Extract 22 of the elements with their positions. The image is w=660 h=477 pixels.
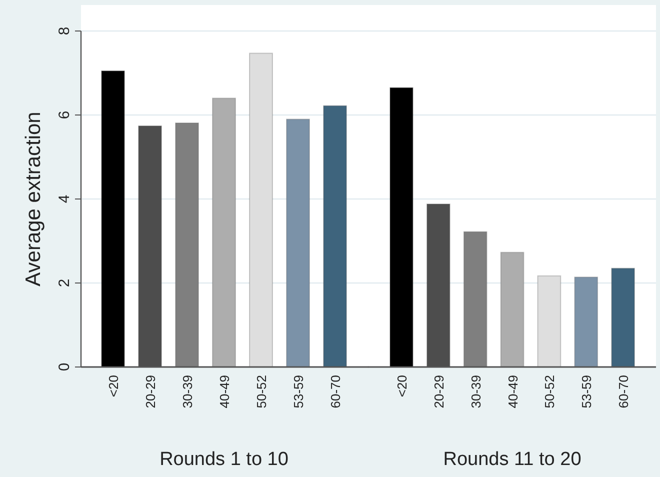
x-tick-label: 50-52: [542, 375, 558, 408]
x-tick-label: 20-29: [431, 375, 446, 408]
x-tick-label: 20-29: [143, 375, 158, 408]
x-tick-label: 60-70: [328, 375, 343, 408]
x-tick-label: 60-70: [616, 375, 632, 408]
x-axis-title: Rounds 11 to 20: [443, 449, 582, 470]
x-tick-label: <20: [106, 375, 121, 398]
y-tick-label: 4: [56, 194, 73, 204]
x-tick-label: 30-39: [468, 375, 484, 408]
x-tick-label: 40-49: [505, 375, 520, 408]
y-tick-label: 8: [56, 26, 73, 36]
y-tick-label: 6: [56, 110, 73, 120]
x-tick-label: 53-59: [579, 375, 594, 408]
x-tick-label: 40-49: [217, 375, 232, 408]
x-tick-label: 53-59: [291, 375, 306, 408]
y-tick-label: 0: [56, 362, 73, 372]
x-axis-title: Rounds 1 to 10: [160, 449, 288, 470]
x-tick-label: <20: [394, 375, 410, 398]
x-tick-label: 30-39: [180, 375, 195, 408]
x-tick-label: 50-52: [254, 375, 269, 408]
y-tick-label: 2: [56, 278, 73, 288]
y-axis-title: Average extraction: [22, 112, 45, 286]
